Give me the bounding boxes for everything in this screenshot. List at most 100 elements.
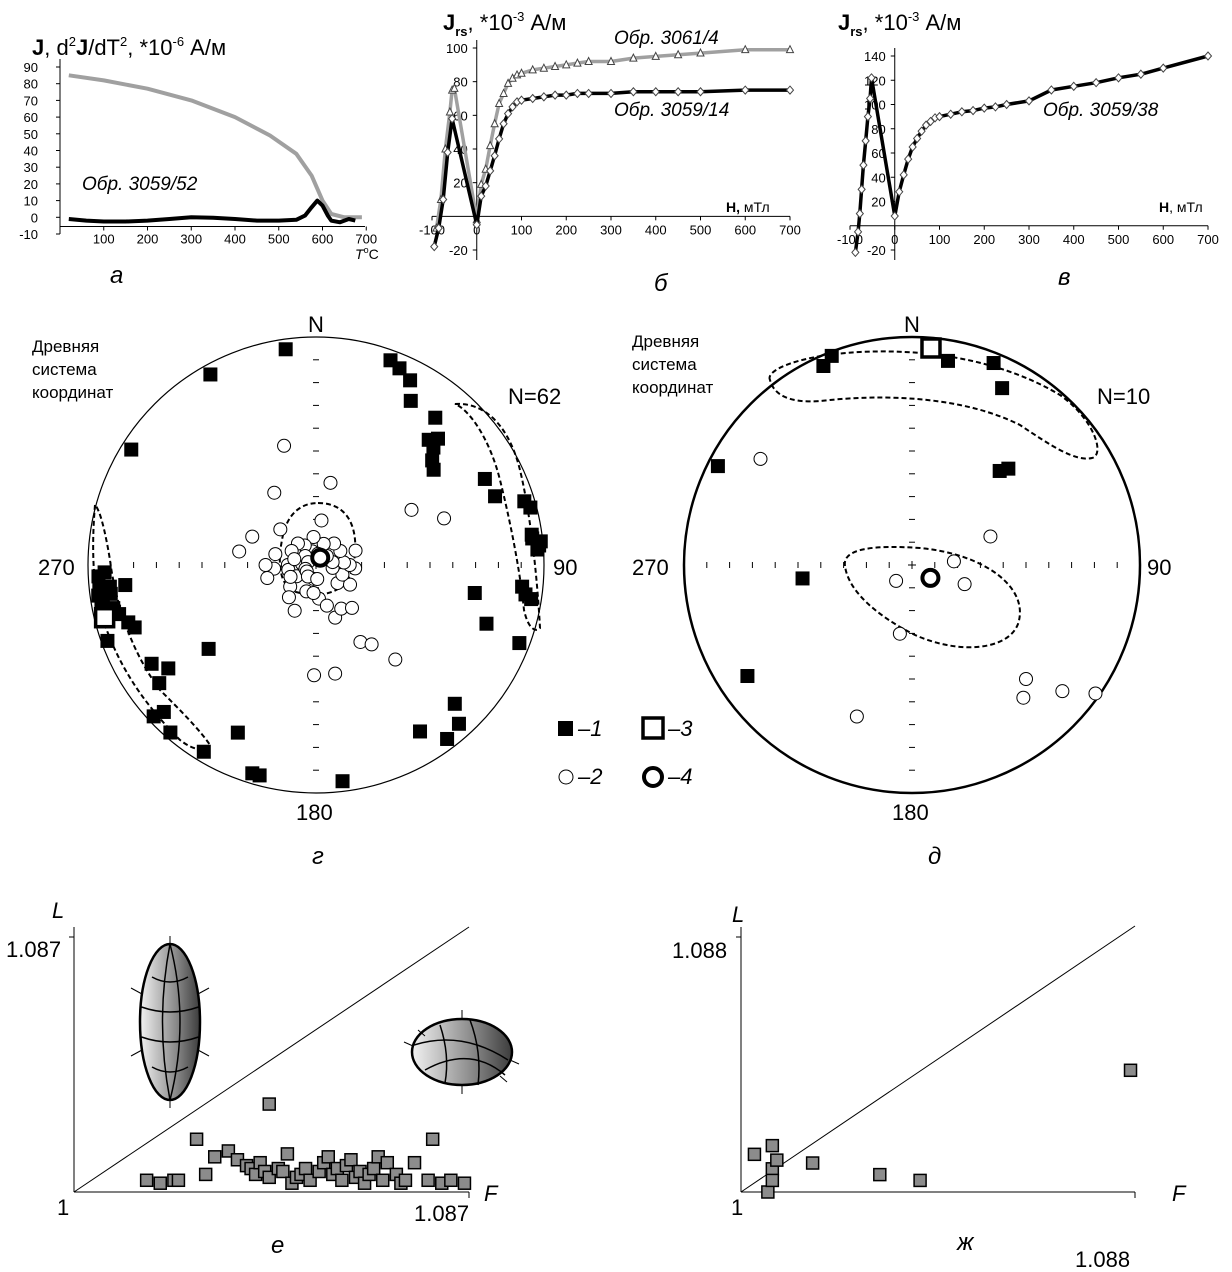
panel-d-n-label: N=10: [1097, 384, 1150, 409]
direction-open-circle: [287, 552, 302, 567]
data-point-diamond: [855, 208, 865, 219]
direction-open-circle: [1019, 672, 1033, 686]
data-point-diamond: [867, 73, 876, 83]
aas-point: [425, 1132, 440, 1146]
data-point-diamond: [508, 102, 517, 112]
panel-e-xmax-label: 1.087: [414, 1201, 469, 1226]
aas-point: [421, 1173, 435, 1188]
data-point-diamond: [1159, 63, 1168, 73]
aas-point: [171, 1173, 186, 1188]
data-point-triangle: [445, 106, 455, 116]
direction-open-circle: [310, 572, 325, 587]
x-tick-label: 400: [1063, 232, 1085, 247]
x-tick-label: 400: [224, 231, 246, 246]
oblate-line: [424, 1058, 506, 1076]
aas-point: [444, 1173, 458, 1188]
data-point-diamond: [895, 187, 904, 197]
aas-point: [207, 1150, 222, 1164]
x-tick-label: 200: [555, 222, 577, 237]
data-point-diamond: [1136, 69, 1146, 79]
x-tick-label: 600: [312, 231, 334, 246]
mean-direction-circle: [920, 567, 941, 588]
y-tick-label: 70: [24, 93, 38, 108]
data-point-diamond: [946, 109, 955, 119]
direction-filled-square: [518, 587, 533, 602]
x-tick-label: 200: [137, 231, 159, 246]
prolate-latitude-line: [141, 1036, 199, 1043]
direction-filled-square: [451, 716, 466, 731]
data-point-diamond: [673, 87, 683, 97]
x-tick-label: 700: [779, 222, 801, 237]
aas-point: [139, 1173, 154, 1188]
x-tick-label: 500: [268, 231, 290, 246]
x-tick-label: 200: [973, 232, 995, 247]
data-point-diamond: [539, 92, 549, 102]
aas-point: [321, 1150, 336, 1164]
x-tick-label: 700: [355, 231, 377, 246]
panel-d-south-label: 180: [892, 800, 929, 825]
x-tick-label: 0: [473, 222, 480, 237]
series-2-line: [68, 198, 356, 225]
prolate-ellipsoid-icon: [138, 942, 202, 1102]
data-point-diamond: [486, 166, 495, 176]
data-point-triangle: [561, 59, 571, 69]
aas-point: [262, 1097, 276, 1111]
direction-open-circle: [348, 543, 363, 558]
y-tick-label: 40: [871, 170, 885, 185]
data-point-triangle: [539, 63, 549, 72]
x-tick-label: 0: [891, 232, 898, 247]
panel-d-coord-label-1: Древняя: [632, 332, 699, 351]
prolate-axis-tick: [130, 987, 143, 995]
y-tick-label: 80: [453, 75, 467, 90]
data-point-diamond: [1002, 99, 1011, 110]
direction-open-circle: [1055, 684, 1070, 699]
direction-filled-square: [447, 696, 462, 711]
aas-point: [457, 1176, 472, 1190]
direction-open-circle: [753, 451, 768, 466]
panel-d-coord-label-2: система: [632, 355, 697, 374]
direction-filled-square: [986, 356, 1001, 371]
direction-filled-square: [488, 489, 503, 504]
direction-filled-square: [392, 361, 407, 376]
confidence-ellipse: [768, 350, 1099, 460]
data-point-diamond: [968, 105, 978, 116]
prolate-axis-tick: [197, 1049, 210, 1057]
aas-point: [761, 1185, 775, 1199]
direction-filled-square: [479, 616, 494, 631]
data-point-diamond: [1203, 51, 1213, 61]
data-point-diamond: [1047, 85, 1056, 95]
data-point-diamond: [908, 142, 917, 152]
x-tick-label: 300: [180, 231, 202, 246]
data-point-diamond: [917, 126, 926, 136]
aas-point: [298, 1161, 313, 1176]
direction-open-circle: [268, 547, 283, 562]
data-point-diamond: [499, 118, 508, 129]
panel-letter-a: а: [110, 262, 123, 289]
aas-point: [366, 1161, 381, 1176]
y-tick-label: 80: [24, 77, 38, 92]
aas-point: [765, 1138, 780, 1153]
direction-filled-square: [512, 636, 527, 651]
panel-g-n-label: N=62: [508, 384, 561, 409]
oblate-axis-tick: [417, 1029, 426, 1037]
y-tick-label: 20: [24, 177, 38, 192]
direction-open-circle: [314, 513, 329, 528]
panel-letter-e: е: [271, 1232, 284, 1259]
direction-filled-square: [163, 725, 178, 740]
direction-filled-square: [118, 578, 133, 593]
direction-filled-square: [710, 459, 725, 474]
data-point-triangle: [499, 88, 508, 97]
direction-open-circle: [946, 554, 961, 569]
panel-zh-xmax-label: 1.088: [1075, 1247, 1130, 1272]
data-point-diamond: [517, 95, 526, 105]
direction-open-circle: [323, 475, 338, 490]
panel-g-south-label: 180: [296, 800, 333, 825]
direction-filled-square: [92, 580, 107, 595]
direction-filled-square: [426, 462, 441, 477]
direction-open-circle: [889, 573, 904, 588]
panel-e-ylabel: L: [52, 898, 64, 923]
y-tick-label: -10: [19, 227, 38, 242]
